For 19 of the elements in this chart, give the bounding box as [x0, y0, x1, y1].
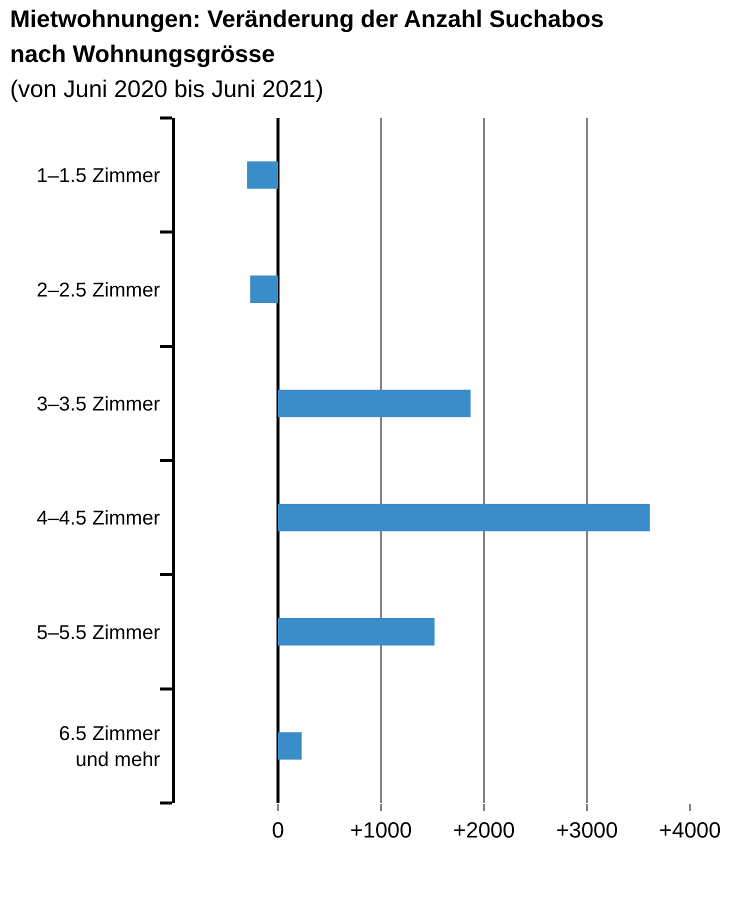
bar [278, 618, 435, 646]
chart-subtitle: (von Juni 2020 bis Juni 2021) [10, 75, 324, 105]
bar [278, 504, 650, 532]
x-tick-label: 0 [272, 817, 284, 842]
x-tick-label: +3000 [556, 817, 618, 842]
chart-title: Mietwohnungen: Veränderung der Anzahl Suchabos nach Wohnungsgrösse [10, 5, 604, 70]
bar [247, 161, 278, 189]
y-tick-label: 5–5.5 Zimmer [36, 622, 160, 644]
bar [278, 390, 471, 418]
y-tick-label: 2–2.5 Zimmer [36, 279, 160, 302]
y-tick-label: 1–1.5 Zimmer [36, 165, 160, 188]
x-tick-label: +1000 [350, 817, 412, 842]
bar [250, 276, 278, 303]
y-tick-label: 3–3.5 Zimmer [36, 393, 160, 416]
x-tick-label: +4000 [659, 817, 721, 842]
y-tick-label: 6.5 Zimmer und mehr [58, 722, 160, 771]
bar [278, 732, 302, 760]
x-tick-label: +2000 [453, 817, 515, 842]
y-tick-label: 4–4.5 Zimmer [36, 508, 160, 530]
